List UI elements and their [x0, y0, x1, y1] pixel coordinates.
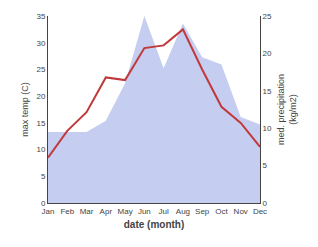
svg-text:15: 15	[263, 87, 272, 96]
svg-text:med. precipitation(kg/m2): med. precipitation(kg/m2)	[276, 74, 298, 145]
svg-text:10: 10	[263, 124, 272, 133]
svg-text:Mar: Mar	[80, 207, 94, 216]
svg-text:Feb: Feb	[60, 207, 74, 216]
svg-text:10: 10	[36, 145, 45, 154]
svg-text:20: 20	[36, 92, 45, 101]
svg-text:Nov: Nov	[234, 207, 248, 216]
svg-text:25: 25	[263, 12, 272, 21]
svg-text:date (month): date (month)	[124, 219, 185, 230]
svg-text:20: 20	[263, 49, 272, 58]
svg-text:Aug: Aug	[176, 207, 190, 216]
svg-text:Dec: Dec	[253, 207, 267, 216]
svg-text:30: 30	[36, 39, 45, 48]
svg-text:max temp (C): max temp (C)	[20, 82, 30, 137]
svg-text:35: 35	[36, 12, 45, 21]
svg-text:Jun: Jun	[138, 207, 151, 216]
svg-text:Sep: Sep	[195, 207, 210, 216]
svg-text:May: May	[118, 207, 133, 216]
svg-text:0: 0	[263, 199, 268, 208]
svg-text:5: 5	[41, 172, 46, 181]
svg-text:0: 0	[41, 199, 46, 208]
svg-text:25: 25	[36, 65, 45, 74]
svg-text:Oct: Oct	[215, 207, 228, 216]
svg-text:15: 15	[36, 119, 45, 128]
svg-text:Jan: Jan	[42, 207, 55, 216]
svg-text:Jul: Jul	[159, 207, 169, 216]
svg-text:5: 5	[263, 161, 268, 170]
svg-text:Apr: Apr	[100, 207, 113, 216]
